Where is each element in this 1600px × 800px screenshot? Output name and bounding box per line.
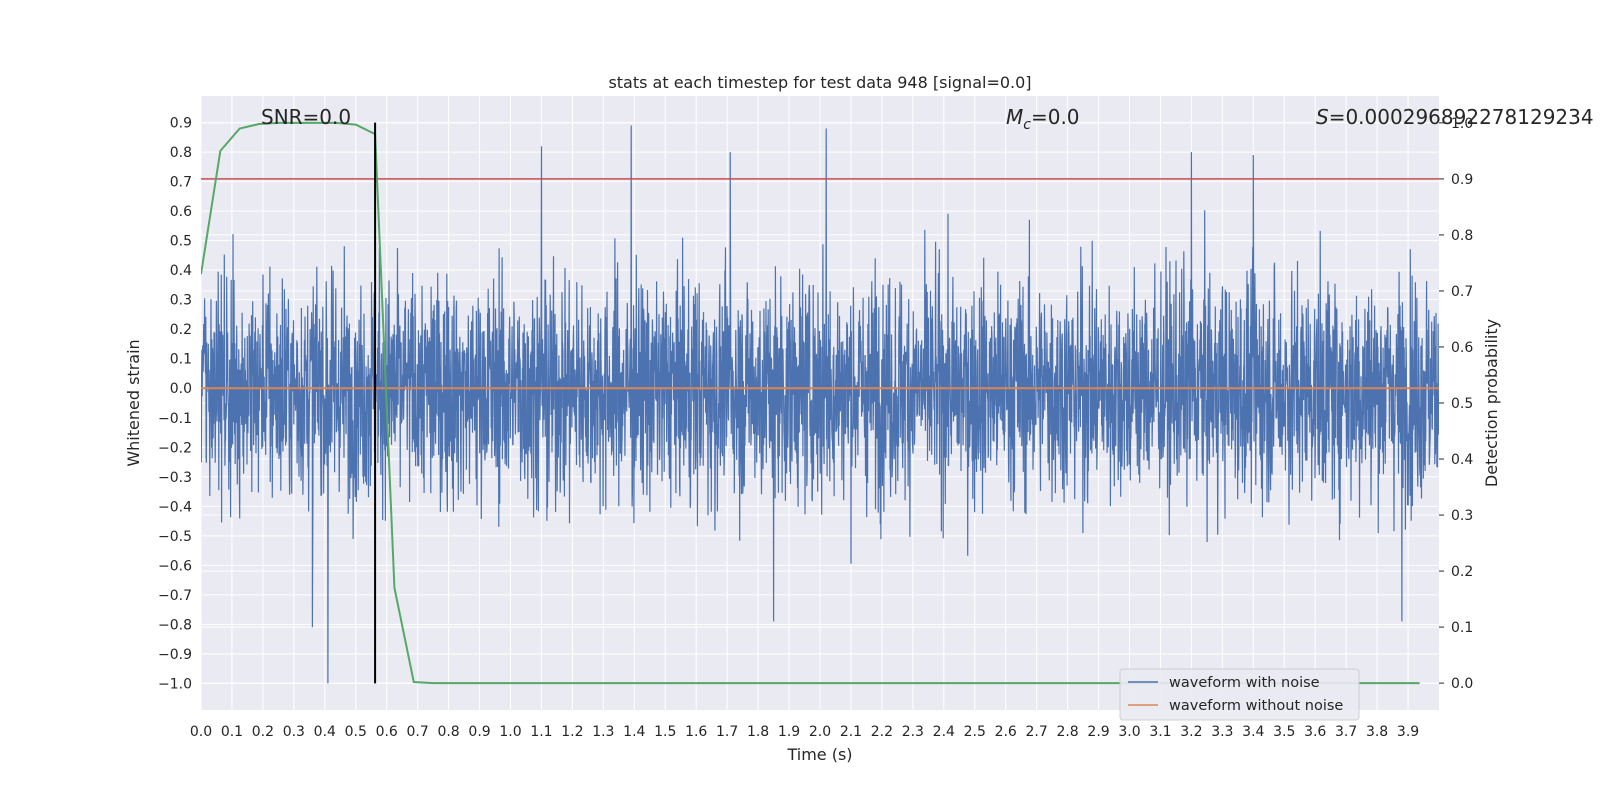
x-tick-label: 0.8 [437, 724, 459, 740]
y-tick-label: −0.9 [158, 647, 192, 663]
x-tick-label: 1.0 [499, 724, 521, 740]
y2-tick-labels: 1.0 0.9 0.8 0.7 0.6 0.5 0.4 0.3 0.2 0.1 0.0 [1439, 116, 1473, 692]
x-tick-label: 1.9 [778, 724, 800, 740]
y-tick-label: −0.1 [158, 411, 192, 427]
x-tick-label: 2.5 [964, 724, 986, 740]
x-tick-label: 3.1 [1149, 724, 1171, 740]
y2-tick-label: 0.4 [1451, 452, 1473, 468]
x-tick-label: 0.3 [283, 724, 305, 740]
x-tick-label: 2.1 [840, 724, 862, 740]
y-tick-label: 0.7 [170, 175, 192, 191]
y-tick-label: −0.4 [158, 499, 192, 515]
x-tick-label: 1.6 [685, 724, 707, 740]
y-axis-label: Whitened strain [124, 339, 143, 466]
y2-tick-label: 0.2 [1451, 564, 1473, 580]
x-tick-label: 0.5 [345, 724, 367, 740]
x-tick-label: 1.1 [530, 724, 552, 740]
y-tick-label: 0.8 [170, 145, 192, 161]
y-tick-label: −0.8 [158, 617, 192, 633]
x-tick-label: 2.6 [995, 724, 1017, 740]
x-tick-label: 3.4 [1242, 724, 1264, 740]
y2-tick-label: 0.5 [1451, 396, 1473, 412]
series-layer [201, 121, 1439, 685]
x-tick-label: 3.6 [1304, 724, 1326, 740]
y-tick-label: 0.9 [170, 116, 192, 132]
y-tick-label: −1.0 [158, 676, 192, 692]
x-tick-label: 2.8 [1056, 724, 1078, 740]
waveform-with-noise-line [201, 125, 1439, 684]
y2-tick-label: 0.7 [1451, 284, 1473, 300]
y-tick-label: 0.4 [170, 263, 192, 279]
x-tick-labels: 0.0 0.1 0.2 0.3 0.4 0.5 0.6 0.7 0.8 0.9 1.0 1.1 1.2 1… [190, 724, 1419, 740]
x-tick-label: 1.5 [654, 724, 676, 740]
x-axis-label: Time (s) [786, 745, 852, 764]
x-tick-label: 1.8 [747, 724, 769, 740]
legend-label-noise: waveform with noise [1169, 675, 1320, 691]
x-tick-label: 3.7 [1335, 724, 1357, 740]
legend: waveform with noise waveform without noi… [1119, 668, 1360, 721]
y-tick-label: −0.7 [158, 588, 192, 604]
x-tick-label: 0.9 [468, 724, 490, 740]
x-tick-label: 2.3 [902, 724, 924, 740]
legend-label-clean: waveform without noise [1169, 698, 1343, 714]
x-tick-label: 1.4 [623, 724, 645, 740]
x-tick-label: 3.8 [1366, 724, 1388, 740]
x-tick-label: 0.4 [314, 724, 336, 740]
y2-tick-label: 0.6 [1451, 340, 1473, 356]
y-tick-label: 0.1 [170, 352, 192, 368]
y2-tick-label: 0.0 [1451, 676, 1473, 692]
x-tick-label: 3.3 [1211, 724, 1233, 740]
x-tick-label: 3.0 [1118, 724, 1140, 740]
x-tick-label: 1.3 [592, 724, 614, 740]
y-tick-label: 0.6 [170, 204, 192, 220]
y-tick-label: 0.3 [170, 293, 192, 309]
x-tick-label: 3.5 [1273, 724, 1295, 740]
x-tick-label: 1.2 [561, 724, 583, 740]
legend-box [1119, 668, 1360, 721]
y-tick-label: −0.2 [158, 440, 192, 456]
y-tick-label: −0.6 [158, 558, 192, 574]
chart-title: stats at each timestep for test data 948… [608, 73, 1031, 92]
x-tick-label: 2.7 [1026, 724, 1048, 740]
x-tick-label: 0.1 [221, 724, 243, 740]
y2-tick-label: 0.9 [1451, 172, 1473, 188]
y-tick-label: 0.5 [170, 234, 192, 250]
x-tick-label: 0.0 [190, 724, 212, 740]
y2-tick-label: 0.1 [1451, 620, 1473, 636]
y-tick-label: −0.3 [158, 470, 192, 486]
x-tick-label: 0.7 [407, 724, 429, 740]
y2-tick-label: 0.8 [1451, 228, 1473, 244]
x-tick-label: 3.2 [1180, 724, 1202, 740]
x-tick-label: 0.2 [252, 724, 274, 740]
y-tick-label: 0.0 [170, 381, 192, 397]
y-tick-label: 0.2 [170, 322, 192, 338]
chirp-mass-annotation: Mc=0.0 [1006, 105, 1080, 133]
y-tick-labels: 0.9 0.8 0.7 0.6 0.5 0.4 0.3 0.2 0.1 0.0 −0.1 −0.2 −0… [158, 116, 192, 693]
x-tick-label: 2.9 [1087, 724, 1109, 740]
x-tick-label: 2.0 [809, 724, 831, 740]
y2-tick-label: 1.0 [1451, 116, 1473, 132]
y2-axis-label: Detection probability [1482, 319, 1501, 487]
x-tick-label: 0.6 [376, 724, 398, 740]
x-tick-label: 2.4 [933, 724, 955, 740]
snr-annotation: SNR=0.0 [261, 105, 351, 129]
s-annotation: S=0.000296892278129234 [1316, 105, 1594, 129]
x-tick-label: 3.9 [1397, 724, 1419, 740]
y-tick-label: −0.5 [158, 529, 192, 545]
y2-tick-label: 0.3 [1451, 508, 1473, 524]
x-tick-label: 1.7 [716, 724, 738, 740]
x-tick-label: 2.2 [871, 724, 893, 740]
